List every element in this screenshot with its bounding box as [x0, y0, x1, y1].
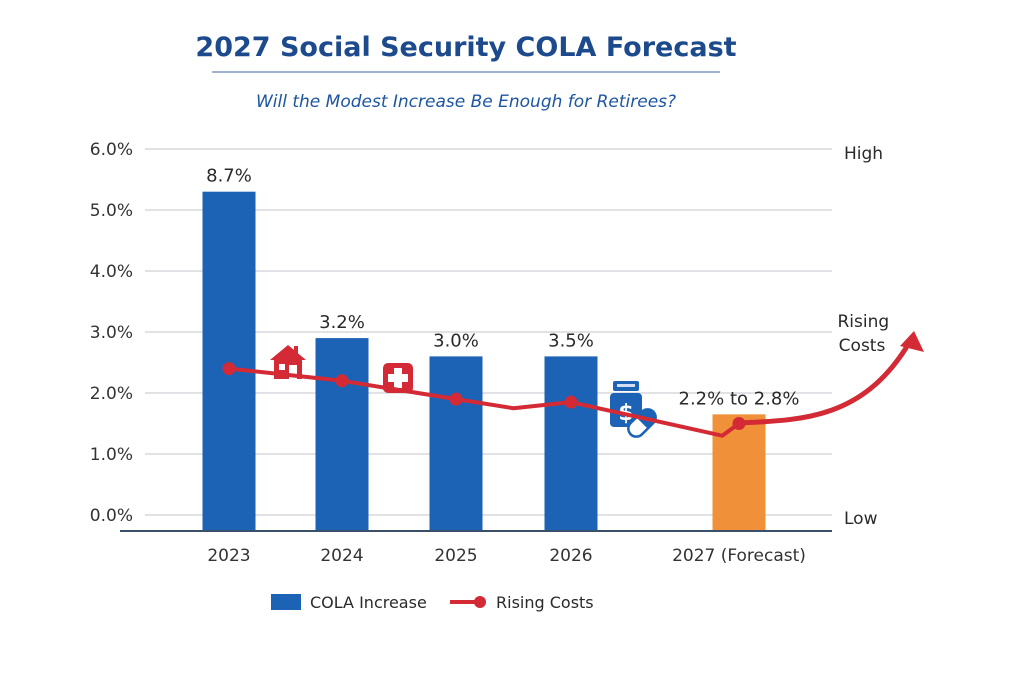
legend-marker-swatch [474, 596, 486, 608]
x-tick-label: 2023 [207, 546, 250, 566]
rising-costs-path [228, 366, 741, 438]
x-tick-label: 2024 [320, 546, 363, 566]
y-axis-ticks: 0.0% 1.0% 2.0% 3.0% 4.0% 5.0% 6.0% [90, 140, 133, 526]
y-tick-label: 2.0% [90, 384, 133, 404]
bar-2026 [544, 356, 598, 531]
x-axis-ticks: 2023 2024 2025 2026 2027 (Forecast) [207, 546, 806, 566]
rising-costs-annotation: Rising Costs [837, 312, 894, 356]
rising-costs-point [564, 395, 578, 409]
gridlines [145, 148, 832, 516]
y-tick-label: 6.0% [90, 140, 133, 160]
legend-bar-swatch [271, 594, 301, 610]
bar-data-label: 3.2% [319, 312, 365, 333]
bar-2023 [202, 191, 256, 531]
x-tick-label: 2025 [434, 546, 477, 566]
rising-costs-point [449, 392, 463, 406]
rising-costs-arrow [736, 331, 924, 426]
x-tick-label: 2027 (Forecast) [672, 546, 806, 566]
bar-data-label: 3.5% [548, 330, 594, 351]
legend: COLA Increase Rising Costs [271, 593, 594, 612]
chart-title: 2027 Social Security COLA Forecast [195, 32, 736, 63]
rising-costs-point [335, 374, 349, 388]
legend-label-cola: COLA Increase [310, 593, 427, 612]
rising-costs-line [222, 362, 746, 438]
legend-item-cola-increase[interactable]: COLA Increase [271, 593, 427, 612]
right-axis-high-label: High [844, 144, 883, 164]
bar-2027 [712, 414, 766, 531]
legend-label-rising-costs: Rising Costs [496, 593, 594, 612]
bars [202, 191, 766, 531]
rising-costs-point [222, 362, 236, 376]
right-axis-low-label: Low [844, 509, 878, 529]
y-tick-label: 5.0% [90, 201, 133, 221]
bar-data-labels: 8.7% 3.2% 3.0% 3.5% 2.2% to 2.8% [206, 166, 799, 410]
legend-item-rising-costs[interactable]: Rising Costs [450, 593, 594, 612]
bar-data-label: 8.7% [206, 166, 252, 187]
bar-2024 [315, 338, 369, 531]
house-icon [270, 345, 306, 379]
chart-subtitle: Will the Modest Increase Be Enough for R… [256, 92, 676, 112]
rising-costs-word-1: Rising [837, 312, 889, 332]
bar-data-label: 2.2% to 2.8% [679, 388, 800, 409]
medical-cross-icon [383, 363, 413, 393]
bar-2025 [429, 356, 483, 531]
y-tick-label: 3.0% [90, 323, 133, 343]
y-tick-label: 1.0% [90, 445, 133, 465]
y-tick-label: 0.0% [90, 506, 133, 526]
y-tick-label: 4.0% [90, 262, 133, 282]
bar-data-label: 3.0% [433, 330, 479, 351]
rising-costs-word-2: Costs [839, 336, 886, 356]
x-tick-label: 2026 [549, 546, 592, 566]
